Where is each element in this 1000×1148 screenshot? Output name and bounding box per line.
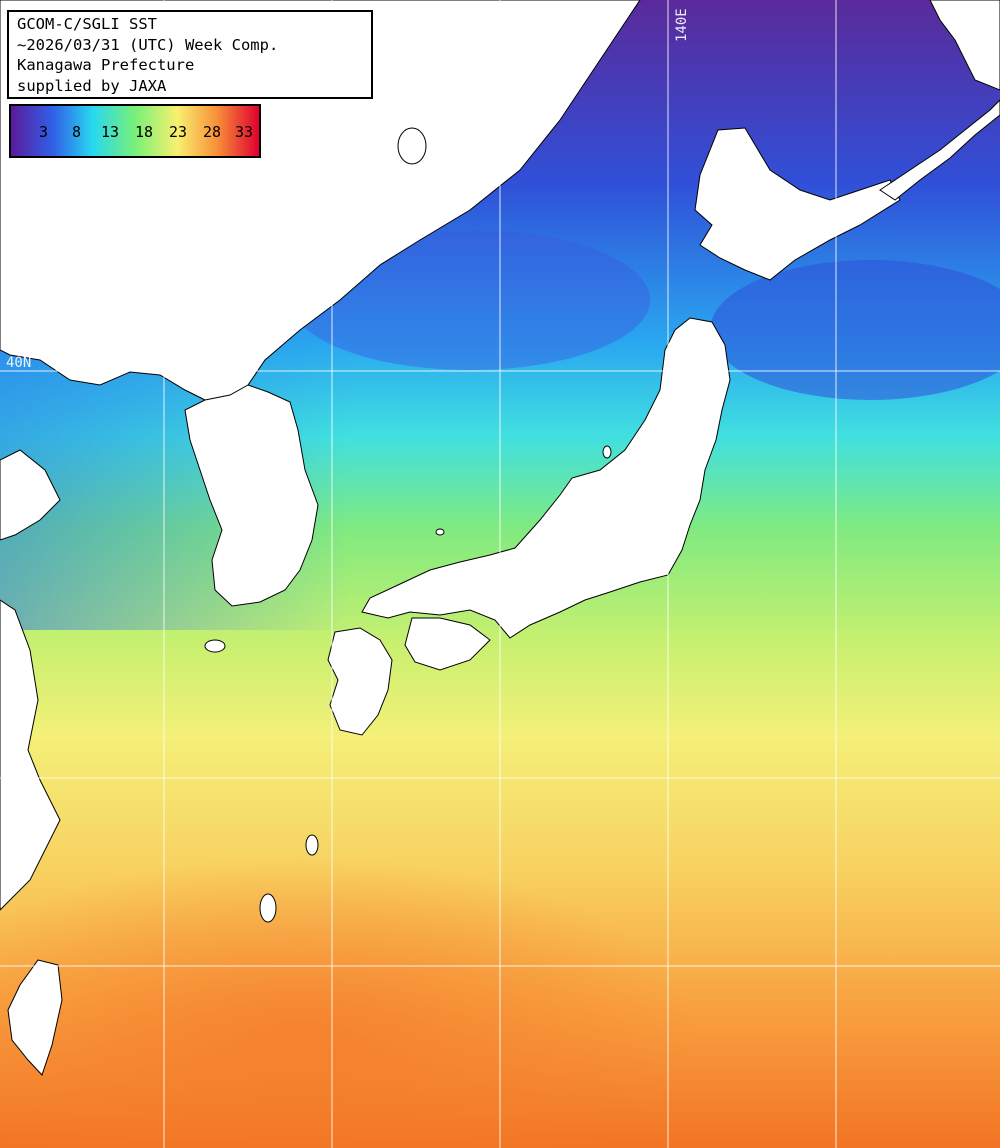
sst-oyashio-cold-pool [710, 260, 1000, 400]
small-island [602, 445, 612, 459]
taiwan [7, 959, 63, 1076]
legend-tick: 28 [203, 123, 221, 141]
product-title: GCOM-C/SGLI SST [17, 15, 157, 33]
hokkaido [694, 127, 901, 281]
longitude-label: 140E [674, 8, 690, 42]
composite-date: ~2026/03/31 (UTC) Week Comp. [17, 35, 279, 54]
sakhalin [929, 0, 1000, 91]
legend-tick: 23 [169, 123, 187, 141]
kuril-islands [879, 99, 1000, 201]
korea-peninsula [184, 384, 319, 607]
supplier-label: supplied by JAXA [17, 76, 167, 95]
region-label: Kanagawa Prefecture [17, 56, 195, 74]
latitude-label: 40N [6, 355, 31, 371]
legend-tick: 8 [72, 123, 81, 141]
china-coast-south [0, 599, 61, 911]
legend-tick: 13 [101, 123, 119, 141]
china-coast [0, 449, 61, 541]
small-island [259, 893, 277, 923]
small-island [305, 834, 319, 856]
legend-color-bar [11, 106, 259, 156]
legend-tick: 3 [39, 123, 48, 141]
kyushu [327, 627, 393, 736]
legend-tick: 18 [135, 123, 153, 141]
small-island [435, 528, 445, 536]
small-island [397, 127, 427, 165]
honshu [361, 317, 731, 639]
shikoku [404, 617, 491, 671]
legend-tick: 33 [235, 123, 253, 141]
map-header: GCOM-C/SGLI SST ~2026/03/31 (UTC) Week C… [7, 10, 373, 99]
small-island [204, 639, 226, 653]
color-scale-legend: 3 8 13 18 23 28 33 [9, 104, 261, 158]
